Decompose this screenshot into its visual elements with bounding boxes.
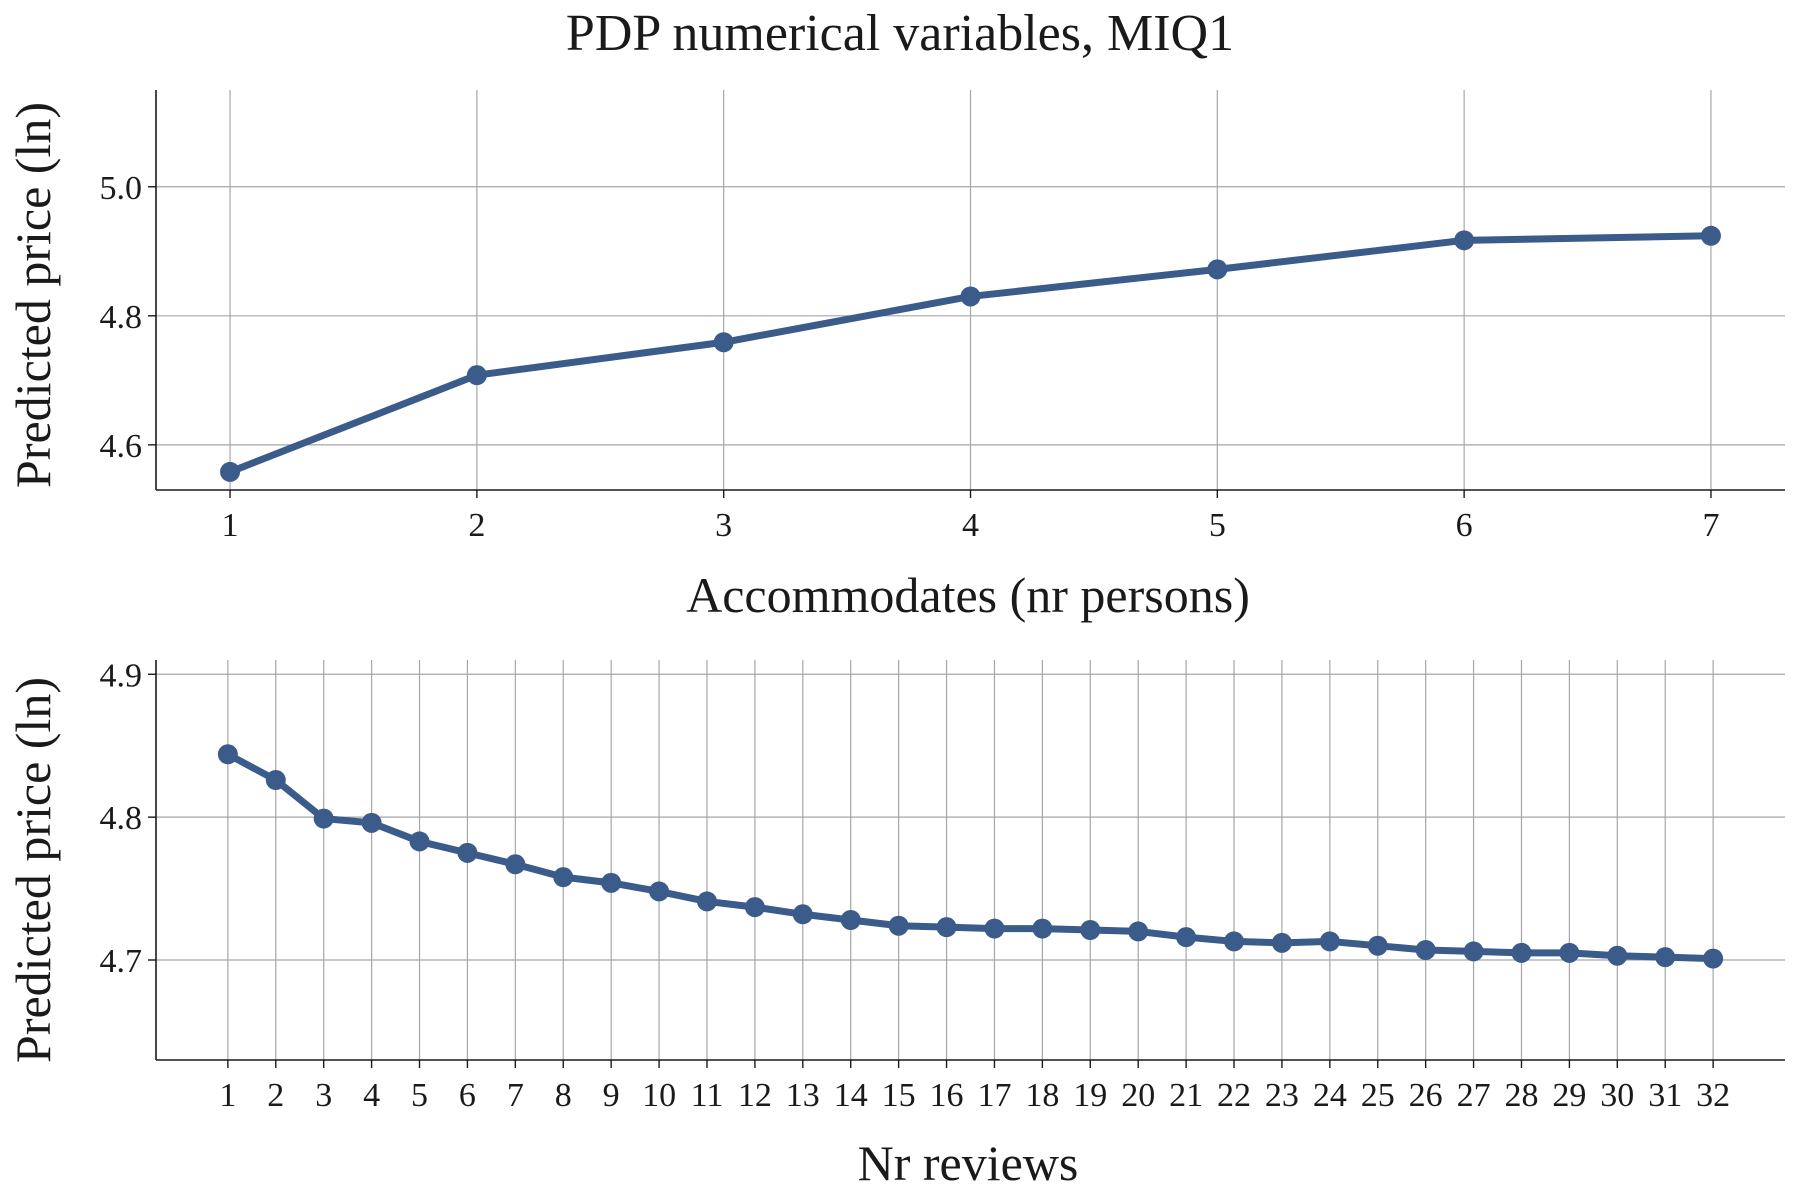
data-point	[984, 918, 1005, 939]
y-tick-label: 4.8	[100, 299, 143, 336]
x-tick-label: 16	[930, 1077, 964, 1114]
data-point	[792, 904, 813, 925]
data-point	[1454, 230, 1475, 251]
x-tick-label: 31	[1648, 1077, 1682, 1114]
data-point	[1080, 920, 1101, 940]
x-tick-label: 27	[1457, 1077, 1491, 1114]
x-tick-label: 2	[267, 1077, 284, 1114]
x-tick-label: 17	[977, 1077, 1011, 1114]
data-point	[1463, 941, 1484, 962]
y-tick-label: 5.0	[100, 170, 143, 207]
data-point	[265, 770, 286, 790]
y-tick-label: 4.9	[100, 657, 143, 694]
x-tick-label: 29	[1552, 1077, 1586, 1114]
y-tick-label: 4.7	[100, 943, 143, 980]
panel-accommodates: Accommodates (nr persons) Predicted pric…	[5, 90, 1785, 623]
data-point	[713, 332, 734, 353]
x-tick-label: 2	[468, 507, 485, 544]
data-point	[1415, 940, 1436, 960]
x-tick-label: 10	[642, 1077, 676, 1114]
data-point	[1559, 942, 1580, 963]
data-point	[1207, 259, 1228, 280]
x-tick-label: 18	[1025, 1077, 1059, 1114]
data-point	[888, 915, 909, 936]
data-point	[1224, 931, 1245, 952]
x-tick-label: 4	[363, 1077, 380, 1114]
x-tick-label: 32	[1696, 1077, 1730, 1114]
x-axis-label-accommodates: Accommodates (nr persons)	[686, 567, 1250, 623]
data-point	[1319, 931, 1340, 952]
x-tick-label: 26	[1409, 1077, 1443, 1114]
data-point	[936, 917, 957, 938]
data-point	[220, 461, 241, 482]
series-line-nr-reviews	[224, 750, 1717, 963]
data-point	[960, 286, 981, 307]
data-point	[505, 854, 526, 875]
data-point	[466, 365, 487, 386]
data-point	[457, 842, 478, 863]
x-tick-label: 5	[411, 1077, 428, 1114]
data-point	[313, 808, 334, 829]
data-point	[1271, 932, 1292, 953]
data-point	[1176, 927, 1197, 948]
data-point	[1511, 942, 1532, 963]
x-tick-label: 3	[315, 1077, 332, 1114]
x-tick-label: 4	[962, 507, 979, 544]
data-point	[696, 891, 717, 912]
data-point	[409, 831, 430, 852]
x-tick-label: 30	[1600, 1077, 1634, 1114]
x-tick-label: 11	[691, 1077, 724, 1114]
y-axis-label-accommodates: Predicted price (ln)	[5, 102, 61, 488]
x-tick-label: 24	[1313, 1077, 1347, 1114]
data-point	[1607, 945, 1628, 966]
data-point	[553, 867, 574, 888]
data-point	[649, 881, 670, 902]
x-tick-label: 1	[222, 507, 239, 544]
x-tick-label: 8	[555, 1077, 572, 1114]
x-tick-label: 19	[1073, 1077, 1107, 1114]
data-point	[1367, 935, 1388, 956]
x-tick-label: 6	[1456, 507, 1473, 544]
data-point	[1128, 921, 1149, 942]
x-tick-label: 15	[882, 1077, 916, 1114]
x-tick-label: 22	[1217, 1077, 1251, 1114]
x-tick-label: 5	[1209, 507, 1226, 544]
data-point	[1700, 225, 1721, 246]
data-point	[840, 910, 861, 930]
y-tick-label: 4.8	[100, 800, 143, 837]
data-point	[744, 897, 765, 918]
y-tick-label: 4.6	[100, 428, 143, 465]
data-point	[361, 812, 382, 833]
data-point	[1032, 918, 1053, 939]
x-tick-label: 25	[1361, 1077, 1395, 1114]
x-tick-label: 28	[1504, 1077, 1538, 1114]
data-point	[217, 744, 238, 765]
x-tick-label: 3	[715, 507, 732, 544]
x-tick-label: 7	[1702, 507, 1719, 544]
x-tick-label: 23	[1265, 1077, 1299, 1114]
x-tick-label: 1	[219, 1077, 236, 1114]
figure-title: PDP numerical variables, MIQ1	[566, 5, 1234, 62]
x-tick-label: 9	[603, 1077, 620, 1114]
data-point	[1655, 947, 1676, 968]
data-point	[1703, 948, 1724, 969]
x-tick-label: 6	[459, 1077, 476, 1114]
x-axis-label-nr-reviews: Nr reviews	[858, 1135, 1079, 1191]
y-axis-label-nr-reviews: Predicted price (ln)	[5, 677, 61, 1063]
x-tick-label: 14	[834, 1077, 868, 1114]
x-tick-label: 21	[1169, 1077, 1203, 1114]
x-tick-label: 12	[738, 1077, 772, 1114]
data-point	[601, 872, 622, 893]
x-tick-label: 13	[786, 1077, 820, 1114]
x-tick-label: 7	[507, 1077, 524, 1114]
x-tick-label: 20	[1121, 1077, 1155, 1114]
